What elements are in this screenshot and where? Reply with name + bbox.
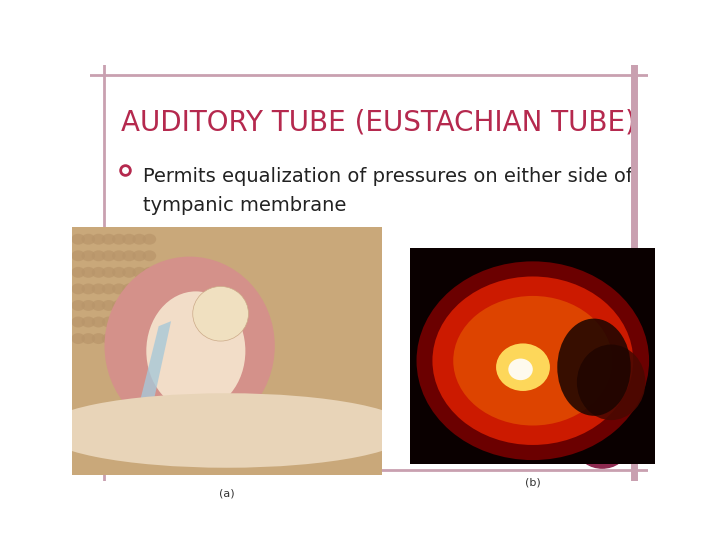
Circle shape: [132, 267, 146, 278]
Circle shape: [71, 284, 85, 294]
Circle shape: [102, 234, 115, 245]
Circle shape: [91, 284, 105, 294]
Circle shape: [112, 333, 126, 344]
Circle shape: [132, 300, 146, 311]
Circle shape: [122, 234, 136, 245]
Circle shape: [71, 234, 85, 245]
Circle shape: [122, 316, 136, 327]
Polygon shape: [134, 321, 171, 426]
Circle shape: [91, 333, 105, 344]
Ellipse shape: [454, 296, 612, 426]
Circle shape: [132, 234, 146, 245]
Circle shape: [579, 433, 626, 468]
Text: AUDITORY TUBE (EUSTACHIAN TUBE): AUDITORY TUBE (EUSTACHIAN TUBE): [121, 109, 636, 137]
Circle shape: [122, 333, 136, 344]
Circle shape: [143, 251, 156, 261]
Circle shape: [91, 300, 105, 311]
Circle shape: [81, 234, 95, 245]
Circle shape: [91, 234, 105, 245]
Circle shape: [112, 300, 126, 311]
Ellipse shape: [146, 292, 246, 410]
Circle shape: [143, 234, 156, 245]
Circle shape: [112, 234, 126, 245]
Bar: [72, 413, 382, 475]
Circle shape: [71, 267, 85, 278]
Text: (b): (b): [525, 478, 541, 488]
Circle shape: [71, 251, 85, 261]
Circle shape: [122, 267, 136, 278]
Ellipse shape: [104, 256, 275, 435]
Circle shape: [102, 267, 115, 278]
Circle shape: [132, 333, 146, 344]
Circle shape: [81, 284, 95, 294]
Ellipse shape: [508, 359, 533, 380]
Circle shape: [132, 316, 146, 327]
Ellipse shape: [557, 319, 631, 416]
Circle shape: [91, 267, 105, 278]
Circle shape: [81, 251, 95, 261]
Circle shape: [81, 316, 95, 327]
Ellipse shape: [41, 393, 413, 468]
Circle shape: [143, 333, 156, 344]
Circle shape: [112, 267, 126, 278]
Circle shape: [71, 300, 85, 311]
Circle shape: [132, 284, 146, 294]
Circle shape: [122, 284, 136, 294]
Circle shape: [102, 251, 115, 261]
Ellipse shape: [193, 286, 248, 341]
Circle shape: [81, 300, 95, 311]
Circle shape: [71, 333, 85, 344]
Ellipse shape: [416, 261, 649, 460]
Ellipse shape: [577, 345, 645, 420]
Circle shape: [91, 316, 105, 327]
Circle shape: [81, 333, 95, 344]
Circle shape: [91, 251, 105, 261]
Circle shape: [132, 251, 146, 261]
Circle shape: [102, 300, 115, 311]
Ellipse shape: [433, 276, 633, 445]
Circle shape: [143, 300, 156, 311]
Circle shape: [102, 333, 115, 344]
Ellipse shape: [496, 343, 550, 391]
Circle shape: [143, 267, 156, 278]
Circle shape: [143, 284, 156, 294]
Circle shape: [112, 316, 126, 327]
Circle shape: [102, 316, 115, 327]
Circle shape: [81, 267, 95, 278]
Text: Permits equalization of pressures on either side of: Permits equalization of pressures on eit…: [143, 167, 633, 186]
Text: tympanic membrane: tympanic membrane: [143, 196, 346, 215]
Circle shape: [122, 300, 136, 311]
Circle shape: [102, 284, 115, 294]
Circle shape: [143, 316, 156, 327]
Circle shape: [71, 316, 85, 327]
Text: (a): (a): [219, 489, 235, 499]
Circle shape: [112, 284, 126, 294]
Circle shape: [122, 251, 136, 261]
Circle shape: [112, 251, 126, 261]
